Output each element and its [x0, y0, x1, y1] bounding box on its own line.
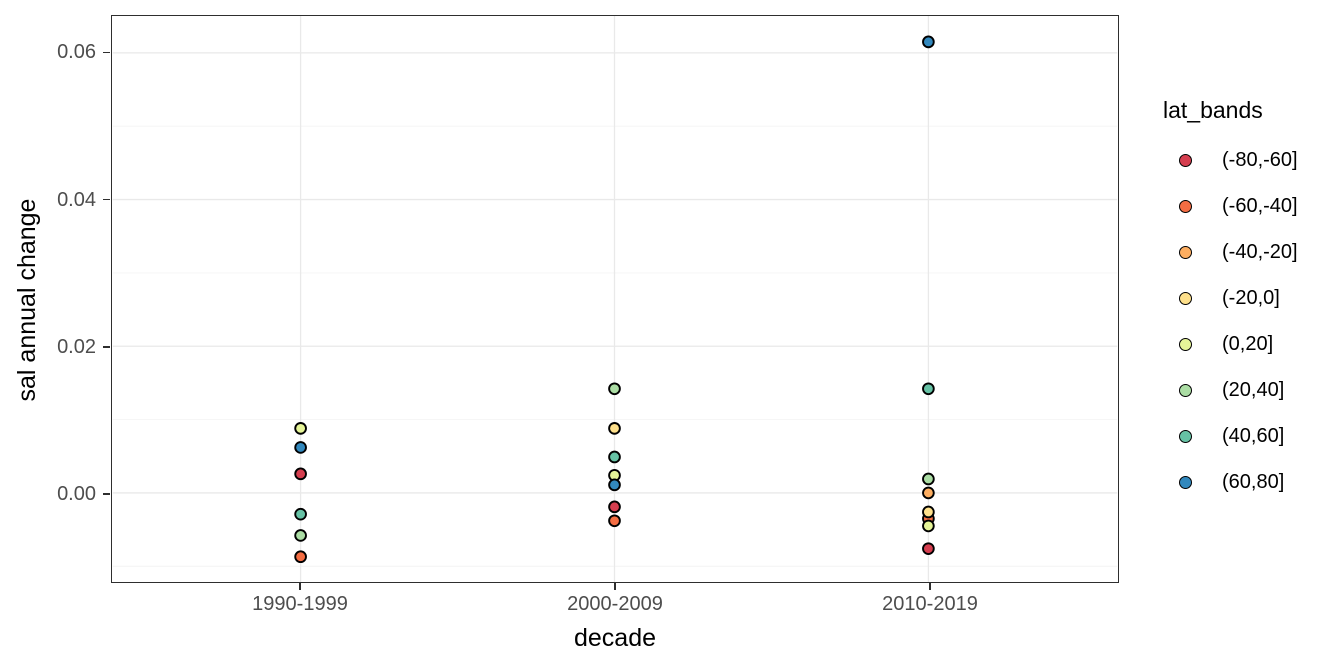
x-tick-label: 2010-2019: [882, 593, 978, 615]
x-tick-label: 1990-1999: [252, 593, 348, 615]
legend-item-label: (-80,-60]: [1222, 148, 1298, 171]
legend-swatch-icon: [1179, 337, 1192, 351]
data-point: [294, 467, 307, 481]
legend-item-label: (60,80]: [1222, 470, 1285, 493]
y-tick-mark: [103, 51, 110, 54]
data-point: [922, 35, 935, 49]
legend-item: (0,20]: [1179, 332, 1273, 356]
legend-item: (20,40]: [1179, 378, 1284, 402]
legend-swatch-icon: [1179, 153, 1192, 167]
y-tick-label: 0.04: [57, 188, 96, 211]
x-tick-mark: [614, 583, 616, 590]
y-tick-mark: [103, 346, 110, 348]
legend-item: (-80,-60]: [1179, 148, 1298, 172]
legend-item: (40,60]: [1179, 424, 1284, 448]
data-point: [608, 478, 621, 492]
legend-item-label: (-60,-40]: [1222, 194, 1298, 217]
data-point: [922, 505, 935, 519]
legend-item: (-40,-20]: [1179, 240, 1298, 264]
y-tick-label: 0.06: [57, 41, 96, 64]
y-tick-mark: [103, 493, 110, 495]
legend-swatch-icon: [1179, 291, 1192, 305]
data-point: [922, 382, 935, 396]
legend-item: (60,80]: [1179, 470, 1284, 494]
y-tick-label: 0.02: [57, 335, 96, 358]
legend-swatch-icon: [1179, 245, 1192, 259]
data-point: [922, 542, 935, 555]
data-point: [608, 450, 621, 464]
data-point: [294, 441, 307, 454]
data-point: [608, 422, 621, 435]
legend-item-label: (20,40]: [1222, 378, 1285, 401]
legend-title: lat_bands: [1163, 97, 1263, 123]
legend-swatch-icon: [1179, 475, 1192, 489]
legend-item-label: (40,60]: [1222, 424, 1285, 447]
legend-item-label: (0,20]: [1222, 332, 1274, 355]
legend-swatch-icon: [1179, 429, 1192, 443]
y-tick-mark: [103, 198, 110, 201]
legend-item: (-20,0]: [1179, 286, 1280, 310]
x-tick-label: 2000-2009: [567, 593, 663, 615]
legend-item-label: (-20,0]: [1222, 286, 1280, 309]
x-axis-title: decade: [573, 624, 657, 652]
legend-swatch-icon: [1179, 199, 1192, 213]
data-point: [608, 500, 621, 514]
data-point: [608, 514, 621, 528]
data-point: [922, 472, 935, 486]
legend-item: (-60,-40]: [1179, 194, 1298, 218]
legend-item-label: (-40,-20]: [1222, 240, 1298, 263]
plot-area: [112, 16, 1118, 582]
data-point: [922, 519, 935, 533]
data-point: [608, 382, 621, 396]
plot-panel: [111, 15, 1119, 583]
x-tick-mark: [299, 583, 301, 590]
data-point: [294, 550, 307, 564]
data-point: [922, 486, 935, 500]
data-point: [294, 507, 307, 521]
data-point: [294, 422, 307, 435]
x-tick-mark: [929, 583, 931, 590]
data-point: [294, 529, 307, 542]
legend-swatch-icon: [1179, 383, 1192, 397]
y-tick-label: 0.00: [57, 483, 96, 505]
